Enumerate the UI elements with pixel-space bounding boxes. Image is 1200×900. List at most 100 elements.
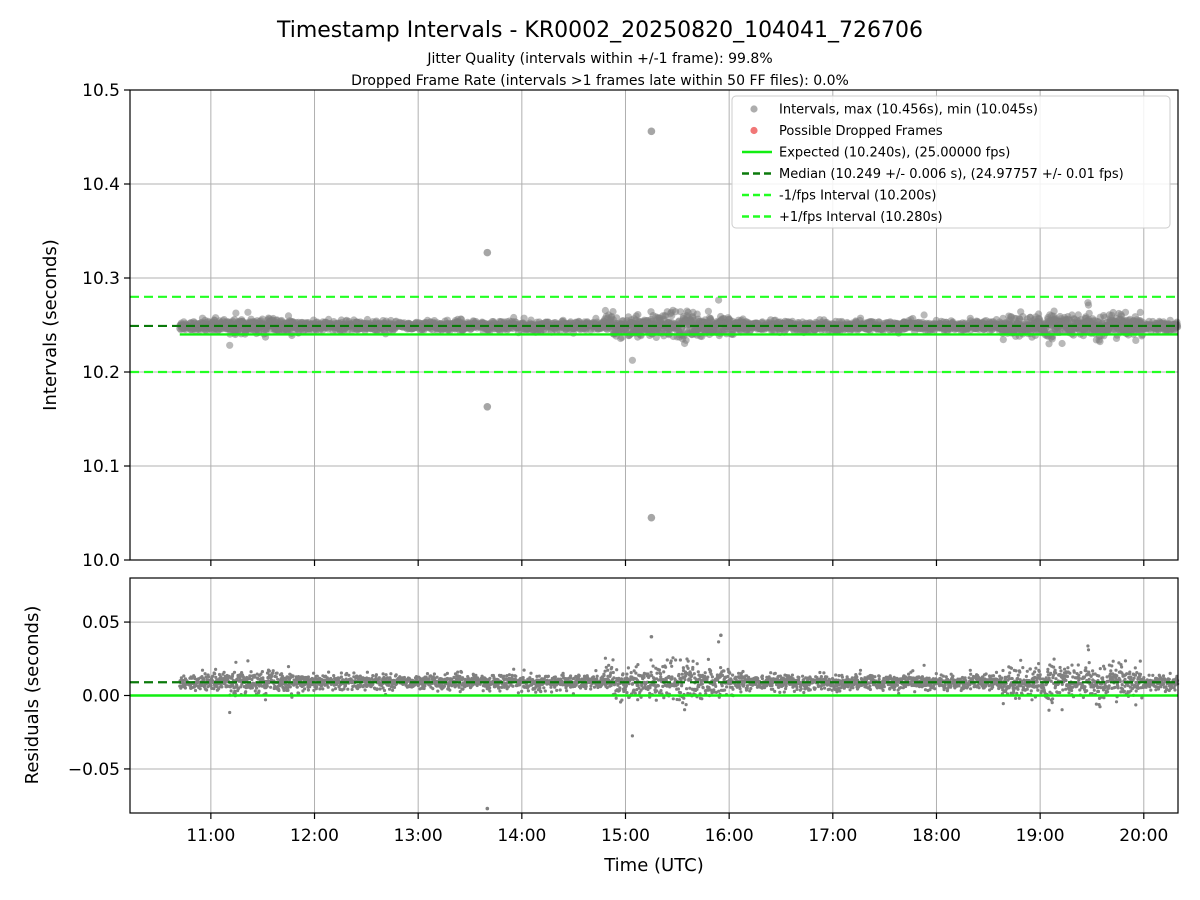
residual-point — [350, 687, 354, 692]
interval-point — [715, 296, 723, 304]
residual-point — [347, 673, 351, 677]
residual-point — [365, 670, 369, 674]
residual-point — [363, 688, 367, 692]
residual-point — [265, 684, 269, 688]
interval-point — [704, 307, 713, 315]
residual-point — [261, 676, 265, 680]
residual-point — [612, 676, 616, 680]
legend-entry: Possible Dropped Frames — [750, 124, 943, 139]
residual-point — [615, 668, 619, 672]
interval-outlier-point — [483, 248, 492, 257]
residual-point — [391, 688, 395, 692]
interval-point — [226, 341, 234, 349]
residual-point — [511, 684, 515, 688]
residual-point — [315, 685, 319, 689]
residual-point — [577, 674, 581, 678]
residual-point — [253, 689, 257, 693]
interval-point — [609, 308, 617, 316]
residual-point — [384, 673, 388, 677]
interval-point — [1050, 307, 1058, 315]
residual-point — [425, 672, 430, 676]
residual-point — [352, 671, 356, 675]
residual-point — [318, 687, 322, 691]
residual-point — [592, 685, 597, 689]
legend-entry: Expected (10.240s), (25.00000 fps) — [742, 146, 1010, 161]
residual-point — [618, 686, 622, 690]
residual-point — [543, 689, 547, 693]
intervals-y-tick-label: 10.5 — [82, 81, 120, 101]
residual-point — [507, 673, 511, 677]
interval-point — [1136, 308, 1144, 316]
residual-point — [498, 689, 502, 693]
residual-point — [514, 674, 518, 678]
chart-subtitle-jitter: Jitter Quality (intervals within +/-1 fr… — [426, 51, 772, 67]
residual-point — [610, 665, 614, 670]
residual-point — [589, 687, 593, 691]
interval-point — [1132, 336, 1140, 344]
residual-point — [558, 688, 562, 692]
legend-marker-swatch — [750, 126, 758, 135]
legend-entry: Intervals, max (10.456s), min (10.045s) — [750, 103, 1038, 118]
residual-point — [402, 675, 406, 680]
residual-point — [193, 688, 198, 693]
residual-point — [222, 670, 226, 675]
interval-point — [1058, 339, 1066, 348]
residual-point — [555, 688, 559, 693]
residual-point — [606, 668, 610, 672]
residual-point — [521, 676, 525, 680]
residual-point — [520, 689, 524, 694]
residual-point — [288, 685, 292, 689]
intervals-reference-lines — [130, 295, 1178, 374]
residual-point — [209, 684, 213, 688]
residual-point — [234, 660, 238, 664]
residual-point — [246, 659, 250, 663]
residual-point — [435, 675, 439, 679]
residual-point — [327, 670, 331, 674]
residual-point — [392, 685, 397, 690]
residual-point — [481, 689, 485, 693]
residual-point — [537, 674, 541, 678]
residual-point — [202, 678, 206, 682]
residual-point — [456, 670, 460, 674]
residual-point — [512, 667, 516, 671]
residual-point — [371, 674, 375, 678]
residual-point — [534, 690, 538, 694]
residual-point — [488, 676, 492, 680]
residual-point — [198, 687, 202, 691]
residual-point — [182, 674, 186, 678]
residual-point — [546, 674, 551, 678]
interval-point — [634, 311, 642, 319]
residual-point — [394, 673, 398, 677]
residual-point — [542, 686, 546, 690]
residual-point — [275, 671, 279, 675]
residual-point — [263, 698, 268, 702]
residual-point — [303, 687, 307, 691]
residual-point — [499, 673, 503, 678]
interval-point — [520, 314, 528, 322]
residual-point — [436, 689, 440, 693]
intervals-y-tick-label: 10.4 — [82, 175, 120, 195]
residual-point — [260, 670, 264, 674]
interval-outlier-point — [647, 513, 656, 522]
residual-point — [255, 686, 259, 690]
residual-point — [611, 670, 615, 675]
intervals-points — [176, 296, 1182, 364]
residual-point — [492, 675, 496, 680]
legend-entry: Median (10.249 +/- 0.006 s), (24.97757 +… — [742, 167, 1124, 182]
residual-point — [190, 676, 194, 680]
residual-point — [291, 674, 295, 678]
legend: Intervals, max (10.456s), min (10.045s) P… — [731, 95, 1171, 229]
residual-point — [295, 685, 299, 689]
residual-point — [614, 696, 618, 700]
residual-point — [207, 675, 211, 679]
intervals-panel: 10.010.110.210.310.410.5 Intervals (seco… — [40, 81, 1182, 571]
residual-point — [602, 673, 606, 678]
residual-point — [378, 687, 382, 691]
residual-point — [286, 665, 291, 669]
intervals-y-tick-label: 10.0 — [82, 551, 120, 571]
residual-point — [333, 687, 338, 691]
residual-point — [569, 674, 573, 678]
residual-point — [257, 689, 261, 693]
residual-point — [269, 685, 273, 689]
intervals-y-axis-label: Intervals (seconds) — [40, 239, 61, 411]
